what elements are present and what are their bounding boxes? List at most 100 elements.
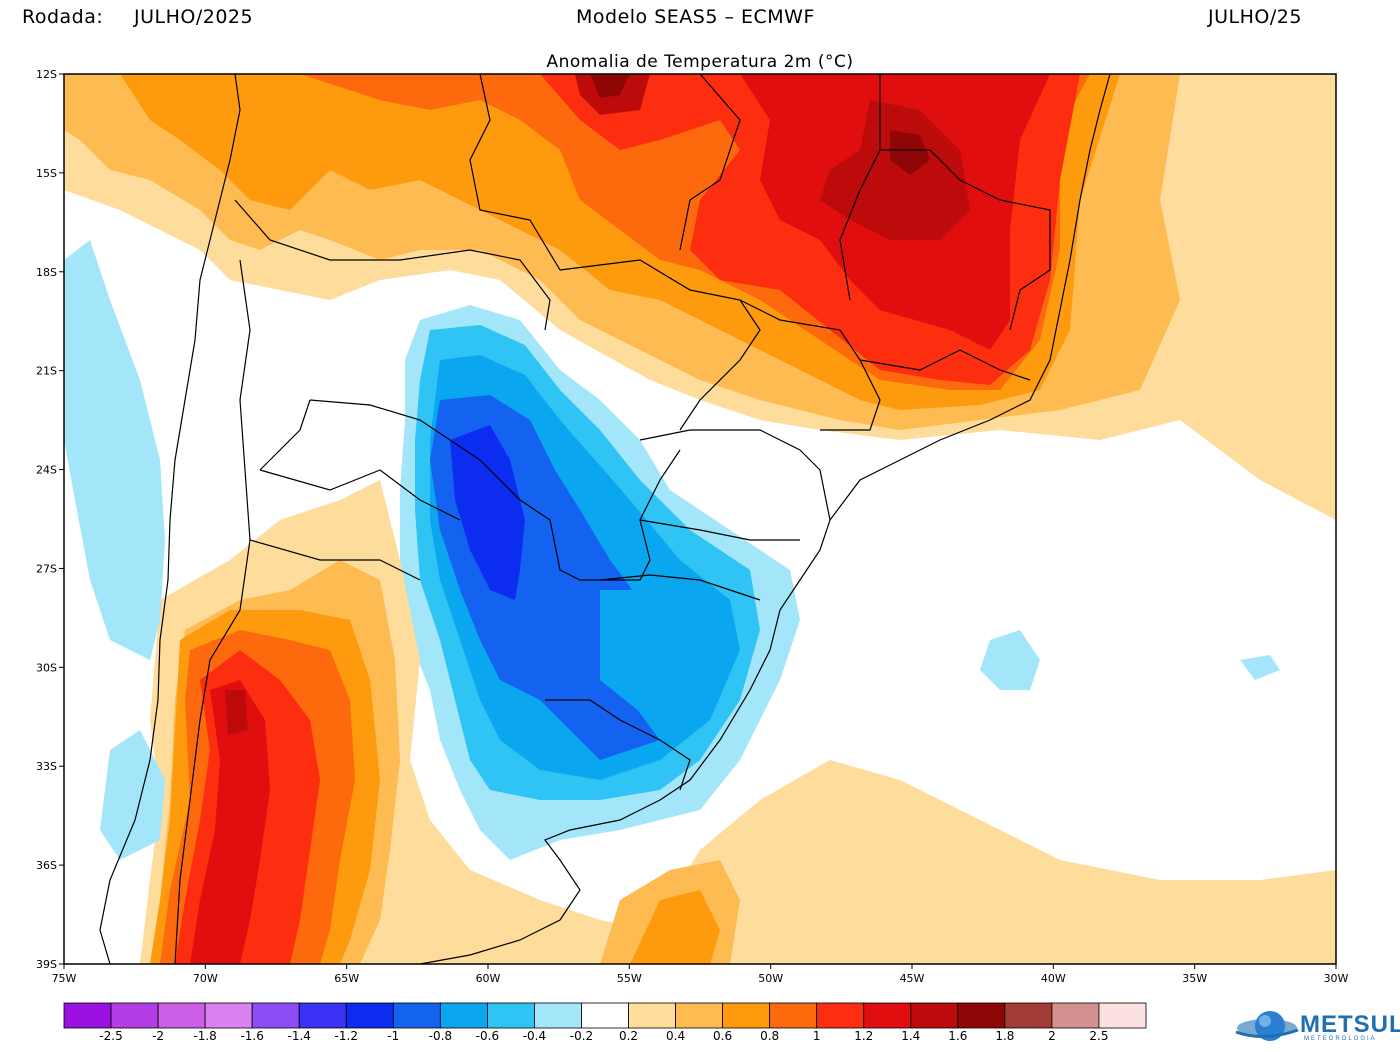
border-brazil-states-9 [599, 574, 761, 601]
colorbar-swatch [769, 1002, 818, 1029]
coastline-pacific [99, 74, 241, 964]
colorbar-swatch [1004, 1002, 1053, 1029]
logo-subtext: METEOROLOGIA [1304, 1036, 1377, 1042]
lat-tick-label: 12S [36, 68, 57, 81]
lon-tick-label: 75W [52, 972, 77, 985]
cold-pacific-1 [64, 240, 165, 660]
metsul-logo: METSUL METEOROLOGIA [1234, 1008, 1400, 1048]
border-argentina-north [259, 399, 311, 471]
target-month: JULHO/25 [1208, 6, 1302, 28]
lon-tick-label: 65W [334, 972, 359, 985]
colorbar-label: -0.6 [476, 1029, 499, 1043]
colorbar-swatch [63, 1002, 112, 1029]
warm-south-atl-08 [630, 890, 720, 964]
border-brazil-states-8 [639, 519, 800, 541]
warm-north-small-2 [590, 74, 630, 98]
lat-tick-label: 33S [36, 760, 57, 773]
colorbar-label: 0.6 [713, 1029, 732, 1043]
map-subtitle: Anomalia de Temperatura 2m (°C) [546, 52, 854, 72]
anomaly-fields [64, 74, 1336, 964]
colorbar-swatch [157, 1002, 206, 1029]
border-bolivia [234, 199, 551, 331]
lon-tick-label: 30W [1324, 972, 1349, 985]
border-brazil-states-3 [859, 349, 1031, 381]
warm-north-16 [820, 100, 970, 240]
colorbar-swatch [628, 1002, 676, 1029]
border-brazil-states-7 [639, 429, 831, 521]
colorbar-label: 1 [813, 1029, 821, 1043]
border-argentina-provinces-1 [259, 469, 461, 521]
map-frame [63, 73, 1337, 965]
lon-tick-label: 35W [1182, 972, 1207, 985]
colorbar-label: -2.5 [99, 1029, 122, 1043]
colorbar-label: -0.2 [570, 1029, 593, 1043]
colorbar-label: -1.8 [193, 1029, 216, 1043]
lon-tick-label: 70W [193, 972, 218, 985]
lat-tick-label: 39S [36, 958, 57, 971]
colorbar-label: -1.6 [240, 1029, 263, 1043]
border-argentina-provinces-2 [249, 539, 421, 581]
colorbar-swatch [204, 1002, 253, 1029]
lon-tick-label: 50W [758, 972, 783, 985]
lon-tick-label: 45W [900, 972, 925, 985]
colorbar-swatch [486, 1002, 535, 1029]
colorbar-label: -1 [387, 1029, 399, 1043]
colorbar-label: 0.8 [760, 1029, 779, 1043]
colorbar-label: -0.8 [429, 1029, 452, 1043]
colorbar-label: 1.8 [995, 1029, 1014, 1043]
lat-tick-label: 18S [36, 266, 57, 279]
colorbar-swatch [345, 1002, 394, 1029]
cold-atl-1 [980, 630, 1040, 690]
globe-icon [1235, 1011, 1299, 1041]
lon-tick-label: 60W [476, 972, 501, 985]
logo-text: METSUL [1300, 1011, 1400, 1038]
colorbar-swatch [534, 1002, 582, 1029]
lat-tick-label: 30S [36, 661, 57, 674]
colorbar-swatch [675, 1002, 724, 1029]
latitude-axis: 12S 15S 18S 21S 24S 27S 30S 33S 36S 39S [36, 68, 64, 971]
colorbar-swatch [863, 1002, 912, 1029]
colorbar-label: -1.4 [288, 1029, 311, 1043]
lat-tick-label: 15S [36, 167, 57, 180]
colorbar-swatch [110, 1002, 159, 1029]
colorbar-swatch [910, 1002, 959, 1029]
rodada-value: JULHO/2025 [134, 6, 254, 28]
lon-tick-label: 55W [617, 972, 642, 985]
colorbar-label: 0.4 [666, 1029, 685, 1043]
lat-tick-label: 36S [36, 859, 57, 872]
cold-pacific-2 [100, 730, 165, 860]
lat-tick-label: 24S [36, 464, 57, 477]
colorbar-swatch [957, 1002, 1006, 1029]
colorbar-swatch [251, 1002, 300, 1029]
border-brazil-states-1 [559, 259, 761, 431]
colorbar-label: 2.5 [1089, 1029, 1108, 1043]
lat-tick-label: 21S [36, 365, 57, 378]
border-brazil-states-4 [679, 74, 741, 251]
warm-arg-04 [140, 480, 1336, 964]
colorbar-label: 1.6 [948, 1029, 967, 1043]
colorbar-label: -0.4 [523, 1029, 546, 1043]
colorbar-label: 1.4 [901, 1029, 920, 1043]
cold-10 [450, 425, 525, 600]
warm-arg-14 [190, 680, 270, 964]
colorbar-label: 2 [1048, 1029, 1056, 1043]
colorbar-swatch [439, 1002, 488, 1029]
border-brazil-states-6 [880, 149, 1051, 331]
colorbar-label: 1.2 [854, 1029, 873, 1043]
colorbar: -2.5 -2 -1.8 -1.6 -1.4 -1.2 -1 -0.8 -0.6 -0.4 -0.2… [63, 1002, 1147, 1043]
warm-north-18 [890, 130, 930, 175]
boundaries [99, 74, 1111, 964]
coastline-atlantic-south [419, 74, 1111, 964]
border-chile-argentina [174, 259, 251, 964]
cold-06-south-patch [600, 590, 730, 720]
colorbar-label: 0.2 [619, 1029, 638, 1043]
colorbar-swatch [722, 1002, 771, 1029]
colorbar-swatch [392, 1002, 441, 1029]
colorbar-swatch [1051, 1002, 1100, 1029]
colorbar-swatch [1098, 1002, 1147, 1029]
rodada-label: Rodada: [22, 6, 104, 28]
colorbar-swatch [581, 1002, 629, 1029]
model-title: Modelo SEAS5 – ECMWF [576, 6, 815, 28]
lat-tick-label: 27S [36, 562, 57, 575]
